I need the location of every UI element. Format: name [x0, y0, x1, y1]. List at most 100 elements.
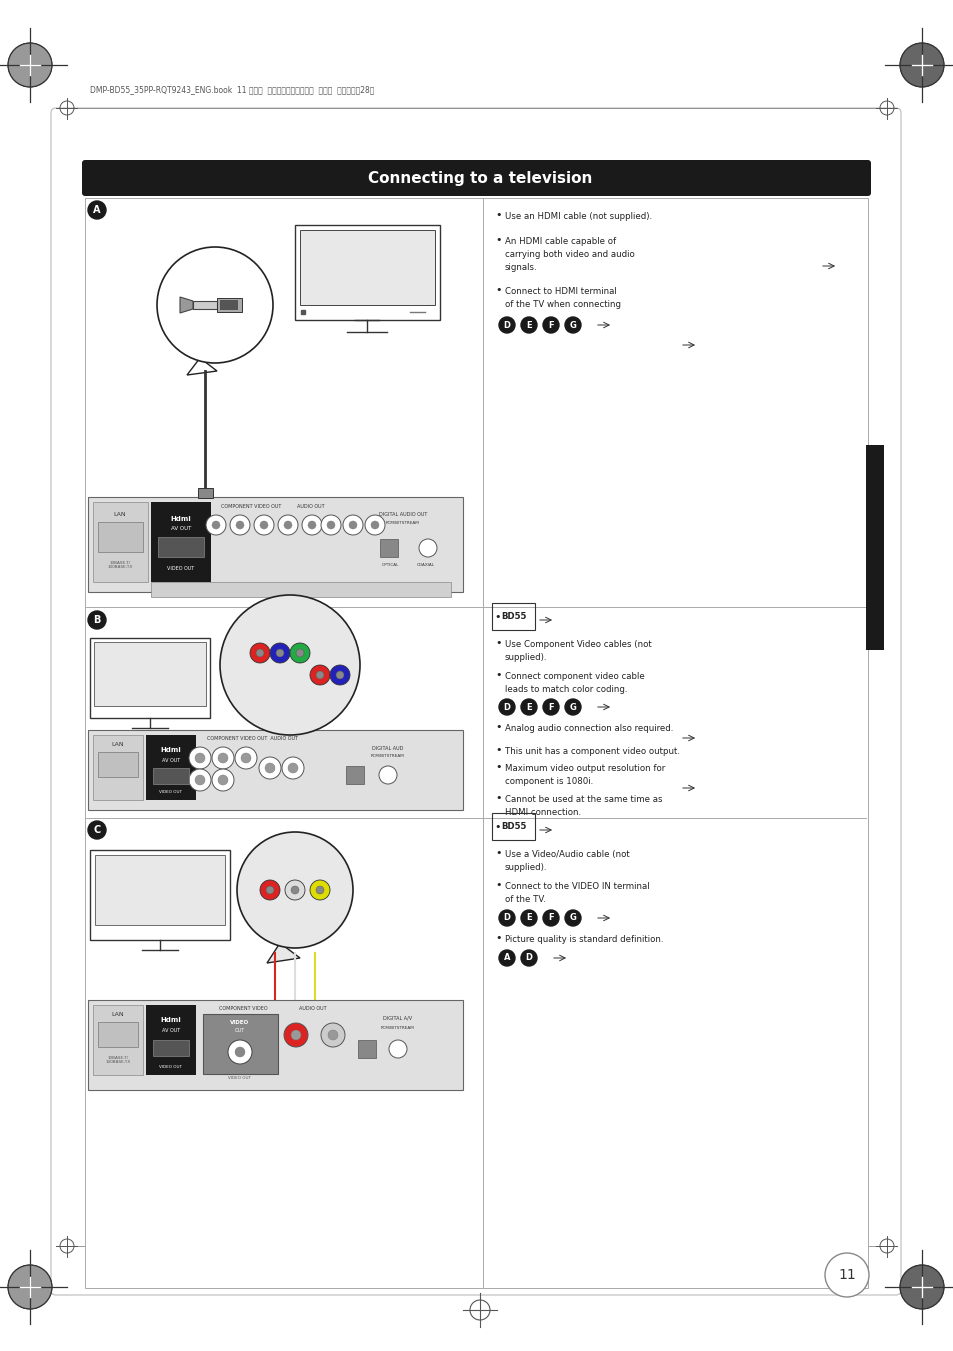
Text: COAXIAL: COAXIAL — [416, 563, 435, 567]
Bar — [92, 735, 143, 800]
Circle shape — [88, 611, 106, 630]
Text: supplied).: supplied). — [504, 653, 547, 662]
Bar — [865, 444, 883, 650]
Bar — [98, 1021, 138, 1047]
Text: PCM/BITSTREAM: PCM/BITSTREAM — [371, 754, 404, 758]
Text: PCM/BITSTREAM: PCM/BITSTREAM — [381, 1025, 415, 1029]
Circle shape — [520, 317, 537, 332]
Bar — [294, 226, 439, 320]
Text: F: F — [548, 320, 554, 330]
Text: G: G — [569, 913, 576, 923]
Circle shape — [285, 880, 305, 900]
Circle shape — [498, 911, 515, 925]
Text: component is 1080i.: component is 1080i. — [504, 777, 593, 786]
Circle shape — [266, 886, 274, 894]
Circle shape — [328, 1029, 337, 1040]
Text: Use an HDMI cable (not supplied).: Use an HDMI cable (not supplied). — [504, 212, 652, 222]
Circle shape — [234, 747, 256, 769]
Circle shape — [327, 521, 335, 530]
Text: Hdmi: Hdmi — [160, 1017, 181, 1023]
Circle shape — [88, 821, 106, 839]
Circle shape — [212, 747, 233, 769]
Circle shape — [899, 1265, 943, 1309]
Text: signals.: signals. — [504, 263, 537, 272]
Circle shape — [189, 747, 211, 769]
Text: VIDEO OUT: VIDEO OUT — [167, 566, 194, 571]
Circle shape — [212, 769, 233, 790]
Circle shape — [230, 515, 250, 535]
Circle shape — [260, 880, 280, 900]
Text: LAN: LAN — [113, 512, 126, 517]
Text: 10BASE-T/
100BASE-TX: 10BASE-T/ 100BASE-TX — [108, 561, 132, 569]
Circle shape — [157, 247, 273, 363]
Circle shape — [88, 201, 106, 219]
Text: HDMI connection.: HDMI connection. — [504, 808, 580, 817]
Circle shape — [315, 671, 324, 680]
Text: OPTICAL: OPTICAL — [381, 563, 398, 567]
Bar — [152, 767, 189, 784]
Circle shape — [212, 521, 220, 530]
Circle shape — [290, 643, 310, 663]
Circle shape — [236, 832, 353, 948]
Circle shape — [824, 1252, 868, 1297]
Circle shape — [498, 950, 515, 966]
Circle shape — [335, 671, 344, 680]
Circle shape — [282, 757, 304, 780]
Text: •: • — [495, 721, 501, 732]
Circle shape — [564, 911, 580, 925]
Bar — [98, 521, 143, 553]
Circle shape — [284, 521, 292, 530]
Circle shape — [542, 911, 558, 925]
Circle shape — [234, 1047, 245, 1056]
Bar — [379, 539, 397, 557]
Circle shape — [542, 317, 558, 332]
Text: G: G — [569, 320, 576, 330]
Circle shape — [349, 521, 356, 530]
Circle shape — [228, 1040, 252, 1065]
Text: DIGITAL A/V: DIGITAL A/V — [383, 1016, 412, 1020]
Circle shape — [330, 665, 350, 685]
Text: An HDMI cable capable of: An HDMI cable capable of — [504, 236, 616, 246]
Text: E: E — [526, 320, 531, 330]
Circle shape — [371, 521, 378, 530]
Text: LAN: LAN — [112, 743, 124, 747]
Polygon shape — [254, 730, 294, 750]
Text: AUDIO OUT: AUDIO OUT — [299, 1005, 327, 1011]
Text: E: E — [526, 913, 531, 923]
Text: •: • — [495, 793, 501, 802]
Circle shape — [308, 521, 315, 530]
Circle shape — [206, 515, 226, 535]
Circle shape — [542, 698, 558, 715]
Text: E: E — [526, 703, 531, 712]
Circle shape — [899, 43, 943, 86]
Polygon shape — [267, 943, 299, 963]
Circle shape — [250, 643, 270, 663]
Text: DMP-BD55_35PP-RQT9243_ENG.book  11 ページ  ２００８年８月２９日  金曜日  午前１０時28分: DMP-BD55_35PP-RQT9243_ENG.book 11 ページ ２０… — [90, 85, 374, 95]
Circle shape — [218, 753, 228, 763]
Circle shape — [255, 648, 264, 657]
Text: D: D — [503, 913, 510, 923]
Text: This unit has a component video output.: This unit has a component video output. — [504, 747, 679, 757]
Text: F: F — [548, 913, 554, 923]
Text: •: • — [495, 235, 501, 245]
Text: A: A — [93, 205, 101, 215]
Text: Maximum video output resolution for: Maximum video output resolution for — [504, 765, 664, 773]
Circle shape — [310, 665, 330, 685]
Circle shape — [288, 763, 297, 773]
Text: BD55: BD55 — [500, 612, 526, 621]
Bar — [94, 642, 206, 707]
Circle shape — [284, 1023, 308, 1047]
Text: COMPONENT VIDEO OUT  AUDIO OUT: COMPONENT VIDEO OUT AUDIO OUT — [208, 735, 298, 740]
Bar — [203, 1015, 277, 1074]
Circle shape — [520, 911, 537, 925]
Bar — [198, 488, 213, 499]
Text: COMPONENT VIDEO: COMPONENT VIDEO — [218, 1005, 267, 1011]
Circle shape — [320, 1023, 345, 1047]
Text: 10BASE-T/
100BASE-TX: 10BASE-T/ 100BASE-TX — [105, 1055, 131, 1065]
Bar — [88, 730, 462, 811]
Text: •: • — [495, 880, 501, 890]
Circle shape — [258, 757, 281, 780]
Circle shape — [389, 1040, 407, 1058]
Bar — [85, 199, 867, 1288]
Circle shape — [315, 886, 324, 894]
